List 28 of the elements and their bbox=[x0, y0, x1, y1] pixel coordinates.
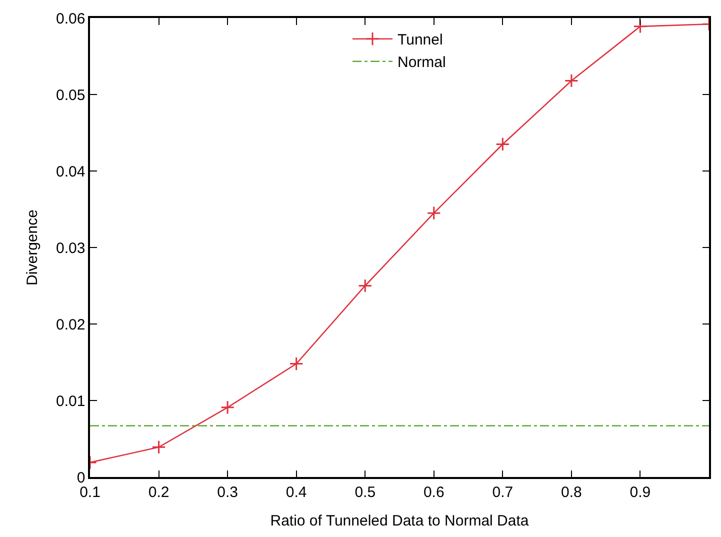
x-tick-label: 0.3 bbox=[217, 484, 238, 501]
x-tick-label: 0.7 bbox=[492, 484, 514, 501]
legend-label: Tunnel bbox=[398, 32, 443, 49]
legend-label: Normal bbox=[398, 54, 446, 72]
point bbox=[633, 19, 648, 34]
x-axis-title: Ratio of Tunneled Data to Normal Data bbox=[270, 512, 530, 530]
point bbox=[426, 206, 441, 220]
y-tick-label: 0.06 bbox=[56, 10, 86, 28]
point bbox=[358, 278, 372, 293]
y-tick-label: 0.05 bbox=[56, 86, 86, 104]
x-tick-label: 0.2 bbox=[148, 484, 170, 501]
y-axis-title: Divergence bbox=[24, 210, 41, 286]
x-tick-label: 0.5 bbox=[354, 484, 376, 501]
x-tick-label: 0.9 bbox=[630, 484, 651, 501]
point bbox=[152, 440, 166, 454]
y-tick-label: 0 bbox=[76, 469, 86, 486]
point bbox=[564, 74, 578, 88]
y-tick-label: 0.01 bbox=[56, 392, 86, 410]
y-tick-label: 0.03 bbox=[56, 240, 86, 257]
y-tick-label: 0.02 bbox=[56, 316, 86, 334]
x-tick-label: 0.1 bbox=[80, 484, 100, 501]
y-tick-label: 0.04 bbox=[56, 163, 86, 180]
point bbox=[220, 400, 235, 414]
x-tick-label: 0.4 bbox=[286, 484, 307, 501]
x-tick-label: 0.8 bbox=[561, 484, 582, 501]
x-tick-label: 0.6 bbox=[423, 484, 444, 501]
point bbox=[496, 137, 510, 152]
point bbox=[289, 356, 304, 371]
